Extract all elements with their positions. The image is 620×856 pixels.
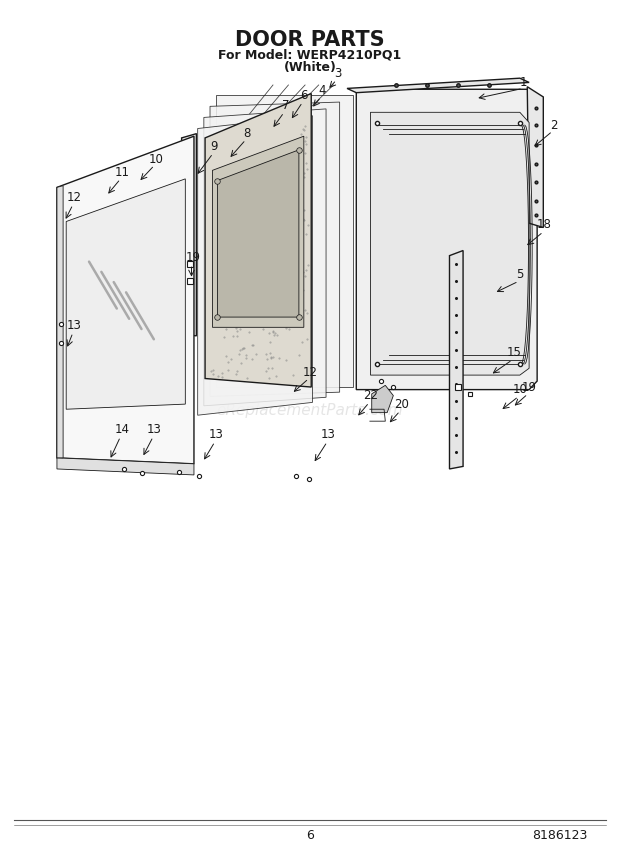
Text: 1: 1: [519, 76, 527, 89]
Text: 20: 20: [394, 397, 409, 411]
Polygon shape: [57, 458, 194, 475]
Polygon shape: [57, 136, 194, 464]
Polygon shape: [218, 150, 299, 317]
Text: 7: 7: [281, 99, 289, 112]
Text: 12: 12: [303, 366, 317, 379]
Polygon shape: [347, 78, 529, 92]
Text: 8186123: 8186123: [533, 829, 588, 842]
Polygon shape: [213, 136, 304, 327]
Polygon shape: [216, 95, 353, 387]
Text: 3: 3: [334, 68, 342, 80]
Text: 19: 19: [185, 251, 200, 264]
Text: 2: 2: [550, 119, 557, 132]
Polygon shape: [210, 102, 340, 396]
Polygon shape: [372, 385, 393, 413]
Polygon shape: [204, 109, 326, 406]
Polygon shape: [356, 89, 537, 389]
Text: 6: 6: [300, 89, 308, 102]
Polygon shape: [450, 251, 463, 469]
Text: 4: 4: [319, 85, 326, 98]
Polygon shape: [66, 179, 185, 409]
Text: 14: 14: [114, 423, 129, 437]
Text: (White): (White): [283, 62, 337, 74]
Polygon shape: [198, 116, 312, 415]
Polygon shape: [371, 112, 529, 375]
Text: 18: 18: [537, 218, 552, 231]
Polygon shape: [182, 134, 197, 336]
Text: 13: 13: [209, 428, 224, 442]
Text: 11: 11: [114, 165, 129, 179]
Text: 12: 12: [67, 191, 82, 204]
Text: 8: 8: [244, 128, 250, 140]
Text: 9: 9: [211, 140, 218, 153]
Text: eReplacementParts.com: eReplacementParts.com: [216, 403, 404, 419]
Polygon shape: [205, 93, 311, 387]
Text: 10: 10: [148, 152, 163, 166]
Text: For Model: WERP4210PQ1: For Model: WERP4210PQ1: [218, 49, 402, 62]
Text: 19: 19: [521, 381, 537, 394]
Text: 15: 15: [507, 347, 521, 360]
Text: 10: 10: [512, 383, 527, 396]
Polygon shape: [57, 186, 63, 458]
Text: 5: 5: [516, 268, 523, 281]
Text: 13: 13: [147, 423, 162, 437]
Text: 13: 13: [321, 428, 336, 442]
Text: 6: 6: [306, 829, 314, 842]
Polygon shape: [527, 86, 543, 228]
Text: 22: 22: [363, 389, 378, 402]
Text: DOOR PARTS: DOOR PARTS: [235, 30, 385, 50]
Text: 13: 13: [67, 319, 82, 332]
